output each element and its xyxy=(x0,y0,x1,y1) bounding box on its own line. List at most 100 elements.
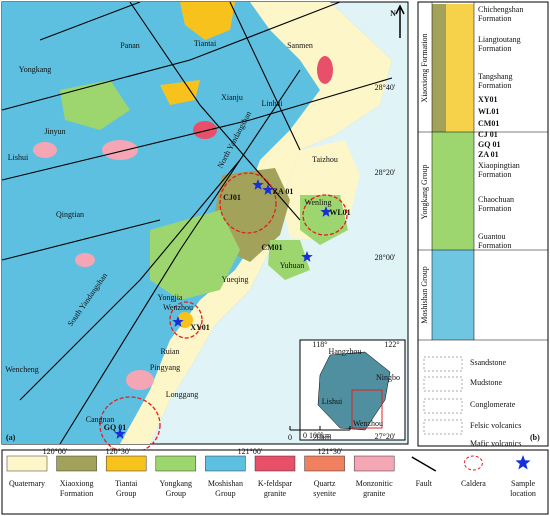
formation-label: Formation xyxy=(478,241,511,250)
column-panel xyxy=(417,1,549,447)
inset-label: Wenzhou xyxy=(353,419,383,428)
granite xyxy=(102,140,138,160)
place-label: Panan xyxy=(120,41,140,50)
legend-label: Fault xyxy=(416,479,433,488)
lat-label: 27°20' xyxy=(375,432,396,441)
legend-swatch xyxy=(105,455,147,472)
lithology-label: Felsic volcanics xyxy=(470,421,521,430)
column-sample: WL01 xyxy=(478,107,499,116)
legend xyxy=(1,449,549,515)
place-label: Yongjia xyxy=(158,293,183,302)
place-label: Cangnan xyxy=(86,415,114,424)
legend-label: syenite xyxy=(313,489,336,498)
sample-label: WL01 xyxy=(329,208,350,217)
legend-label: Group xyxy=(166,489,186,498)
inset xyxy=(299,339,406,441)
granite xyxy=(33,142,57,158)
lithology-label: Ssandstone xyxy=(470,358,506,367)
scale-label: 20km xyxy=(313,433,332,442)
granite xyxy=(75,253,95,267)
tiantai-area xyxy=(160,80,200,105)
place-label: Yuhuan xyxy=(280,261,304,270)
place-label: Lishui xyxy=(8,153,29,162)
place-label: Taizhou xyxy=(312,155,338,164)
sample-star xyxy=(172,316,184,327)
formation-label: Chichengshan xyxy=(478,5,523,14)
sample-label: ZA 01 xyxy=(273,187,294,196)
place-label: Pingyang xyxy=(150,363,180,372)
lat-label: 28°40' xyxy=(375,83,396,92)
unit-label: Xiaoxiong Formation xyxy=(420,33,429,102)
yongkang-area xyxy=(60,80,130,130)
moshishan-band xyxy=(432,250,474,340)
legend-label: Tiantai xyxy=(115,479,138,488)
yongkang-area xyxy=(268,240,310,280)
lithology-symbols xyxy=(423,356,463,435)
granite xyxy=(193,121,217,139)
formation-label: Guantou xyxy=(478,232,506,241)
lithology-label: Mudstone xyxy=(470,378,502,387)
panel-label: (b) xyxy=(530,433,540,442)
place-label: Longgang xyxy=(166,390,198,399)
legend-label: Quartz xyxy=(314,479,336,488)
inset-label: Lishui xyxy=(322,397,343,406)
formation-label: Xiaopingtian xyxy=(478,161,520,170)
place-label: Wencheng xyxy=(5,365,39,374)
inset-province xyxy=(317,351,391,431)
place-label: Wenzhou xyxy=(163,303,193,312)
panel-label: (a) xyxy=(6,433,16,442)
scale-label: 0 xyxy=(288,433,292,442)
column-sample: ZA 01 xyxy=(478,150,499,159)
inset-label: Ningbo xyxy=(376,373,400,382)
sample-star xyxy=(320,206,332,217)
unit-label: Yongkang Group xyxy=(420,165,429,220)
granite xyxy=(126,370,154,390)
legend-label: Caldera xyxy=(461,479,486,488)
unit-label: Moshishan Group xyxy=(420,266,429,324)
lon-label: 120°30' xyxy=(106,447,131,456)
lon-label: 121°00' xyxy=(238,447,263,456)
yongkang-band xyxy=(432,132,474,250)
inset-label: Hangzhou xyxy=(329,347,362,356)
sample-label: CJ01 xyxy=(223,193,241,202)
legend-swatch xyxy=(463,455,483,471)
sample-star xyxy=(262,184,274,195)
legend-label: Yongkang xyxy=(160,479,193,488)
lon-label: 120°00' xyxy=(43,447,68,456)
lat-label: 28°20' xyxy=(375,168,396,177)
place-label: Yongkang xyxy=(19,65,52,74)
place-label: Wenling xyxy=(305,198,332,207)
lat-label: 28°00' xyxy=(375,253,396,262)
place-label: Linhai xyxy=(262,99,284,108)
sample-label: CM01 xyxy=(261,243,282,252)
legend-label: location xyxy=(510,489,536,498)
formation-label: Liangtoutang xyxy=(478,35,521,44)
legend-label: Monzonitic xyxy=(356,479,393,488)
sample-label: GQ 01 xyxy=(104,423,126,432)
place-label: Ruian xyxy=(160,347,179,356)
legend-swatch xyxy=(254,455,296,472)
yongkang-area xyxy=(150,210,240,300)
legend-label: Group xyxy=(116,489,136,498)
legend-label: Sample xyxy=(511,479,535,488)
legend-label: K-feldspar xyxy=(258,479,293,488)
inset-label: 118° xyxy=(313,340,328,349)
scale-bar xyxy=(289,426,351,431)
inset-scale: 0 100km xyxy=(303,431,332,440)
lithology-swatch xyxy=(423,398,463,414)
lon-label: 121°30' xyxy=(318,447,343,456)
legend-label: granite xyxy=(264,489,287,498)
formation-label: Formation xyxy=(478,14,511,23)
column-sample: XY01 xyxy=(478,95,498,104)
legend-label: Formation xyxy=(60,489,93,498)
sample-star xyxy=(515,455,531,470)
quaternary-area xyxy=(240,2,392,230)
column-sample: GQ 01 xyxy=(478,140,500,149)
legend-swatch xyxy=(411,456,437,472)
legend-swatch xyxy=(155,455,197,472)
column-sample: CM01 xyxy=(478,119,499,128)
formation-label: Formation xyxy=(478,81,511,90)
granite xyxy=(317,56,333,84)
place-label: Jinyun xyxy=(44,127,65,136)
